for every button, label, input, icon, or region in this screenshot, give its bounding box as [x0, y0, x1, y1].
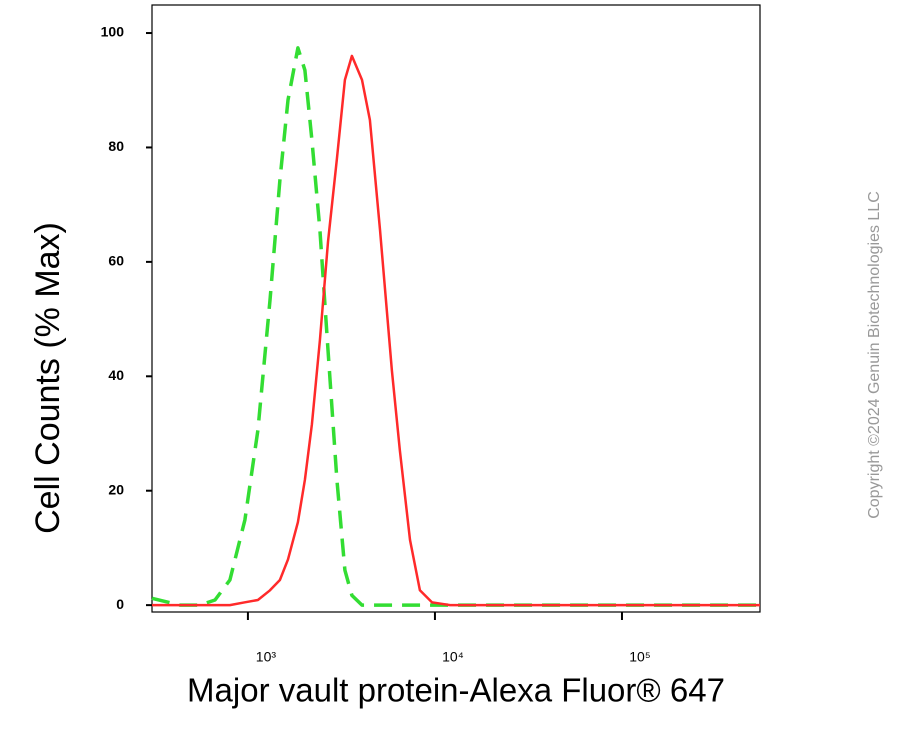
y-tick-label: 80: [108, 138, 124, 154]
plot-frame: [151, 4, 761, 613]
y-tick-label: 0: [116, 596, 124, 612]
y-tick-label: 60: [108, 253, 124, 269]
y-tick-label: 100: [101, 24, 125, 40]
y-tick-label: 40: [108, 367, 124, 383]
y-tick-label: 20: [108, 481, 124, 497]
copyright: Copyright ©2024 Genuin Biotechnologies L…: [866, 191, 883, 519]
y-axis-label: Cell Counts (% Max): [29, 222, 67, 534]
x-axis-label: Major vault protein-Alexa Fluor® 647: [187, 672, 725, 709]
histogram-line: [152, 54, 760, 607]
histogram-line: [151, 46, 760, 607]
x-tick-label: 10⁴: [442, 649, 464, 665]
x-tick-label: 10³: [256, 649, 277, 665]
x-tick-label: 10⁵: [629, 649, 650, 665]
